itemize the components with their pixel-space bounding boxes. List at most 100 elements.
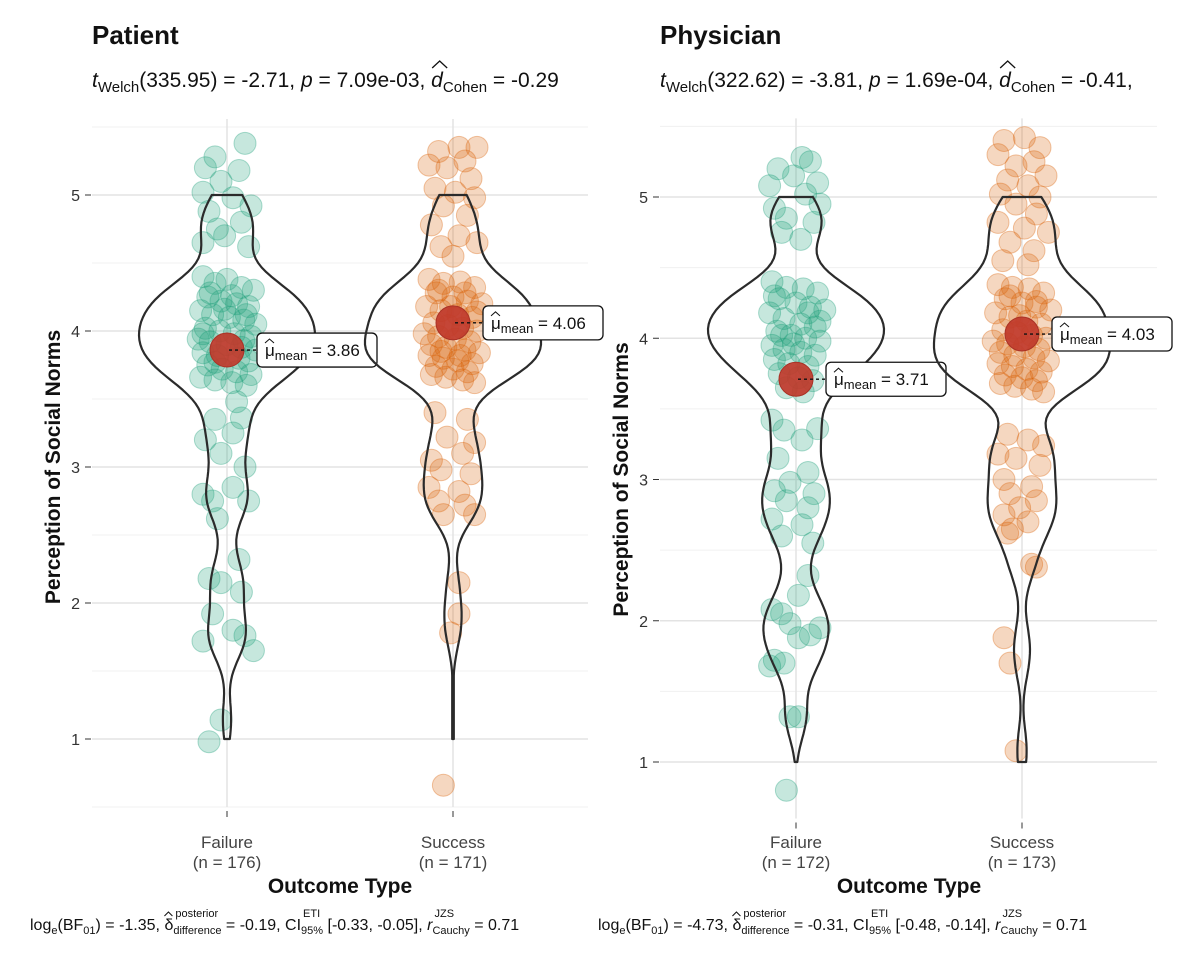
bayes-caption: loge(BF01) = -4.73, δdifference = -0.31,… xyxy=(598,917,1087,937)
x-tick-n-label: (n = 176) xyxy=(193,853,262,872)
data-point xyxy=(229,580,253,604)
data-point xyxy=(790,513,814,537)
x-category-n: (n = 176) xyxy=(193,853,262,872)
data-point xyxy=(772,418,796,442)
stat-tail: , xyxy=(1127,69,1133,92)
data-point xyxy=(986,273,1010,297)
mean-point xyxy=(209,332,245,368)
data-point xyxy=(992,503,1016,527)
data-point xyxy=(1024,290,1048,314)
data-point xyxy=(803,343,827,367)
data-point xyxy=(986,143,1010,167)
caption-superscript: JZS xyxy=(1002,908,1022,920)
data-point xyxy=(984,301,1008,325)
data-point xyxy=(1016,253,1040,277)
data-point xyxy=(1003,374,1027,398)
data-point xyxy=(988,340,1012,364)
data-point xyxy=(441,357,465,381)
data-point xyxy=(431,346,455,370)
x-category-n: (n = 171) xyxy=(419,853,488,872)
data-point xyxy=(758,301,782,325)
data-point xyxy=(189,299,213,323)
data-point xyxy=(417,267,441,291)
data-point xyxy=(225,292,249,316)
mean-point xyxy=(1004,316,1040,352)
data-point xyxy=(197,567,221,591)
stat-df: 322.62 xyxy=(714,69,778,92)
data-point xyxy=(766,446,790,470)
mean-label: μmean = 4.03 xyxy=(1060,325,1155,347)
data-point xyxy=(453,281,477,305)
data-point xyxy=(758,174,782,198)
data-point xyxy=(765,319,789,343)
data-point xyxy=(770,602,794,626)
violin xyxy=(932,195,1112,764)
data-point xyxy=(988,371,1012,395)
caption-bf: -4.73 xyxy=(687,917,724,934)
data-point xyxy=(774,206,798,230)
data-point xyxy=(419,333,443,357)
data-point xyxy=(1039,298,1063,322)
mean-value: 3.86 xyxy=(327,341,360,360)
data-point xyxy=(996,422,1020,446)
data-point xyxy=(412,322,436,346)
data-point xyxy=(447,479,471,503)
data-point xyxy=(760,270,784,294)
data-point xyxy=(186,327,210,351)
violin xyxy=(137,193,317,741)
data-point xyxy=(808,329,832,353)
data-point xyxy=(808,309,832,333)
data-point xyxy=(447,602,471,626)
data-point xyxy=(237,235,261,259)
data-point xyxy=(1029,360,1053,384)
caption-ci: [-0.48, -0.14] xyxy=(896,917,987,934)
x-axis-title: Outcome Type xyxy=(268,875,412,898)
x-category-n: (n = 173) xyxy=(988,853,1057,872)
data-point xyxy=(448,270,472,294)
data-point xyxy=(802,210,826,234)
data-point xyxy=(1010,366,1034,390)
data-point xyxy=(1024,555,1048,579)
data-point xyxy=(998,284,1022,308)
data-point xyxy=(789,227,813,251)
data-point xyxy=(991,249,1015,273)
y-tick-label: 3 xyxy=(639,473,648,490)
data-point xyxy=(467,341,491,365)
data-point xyxy=(794,182,818,206)
data-point xyxy=(802,482,826,506)
y-tick-label: 2 xyxy=(71,596,80,613)
data-point xyxy=(998,230,1022,254)
data-point xyxy=(463,275,487,299)
data-point xyxy=(784,291,808,315)
data-point xyxy=(762,284,786,308)
x-tick-label: Success xyxy=(990,833,1054,852)
data-point xyxy=(992,129,1016,152)
delta-hat xyxy=(164,911,173,917)
data-point xyxy=(778,470,802,494)
data-point xyxy=(992,626,1016,650)
x-category-name: Success xyxy=(421,833,485,852)
mean-value: 4.03 xyxy=(1122,325,1155,344)
data-point xyxy=(451,368,475,392)
data-point xyxy=(1036,349,1060,373)
data-point xyxy=(191,265,215,289)
violin xyxy=(363,193,543,741)
data-point xyxy=(196,285,220,309)
panel-title-text: Physician xyxy=(660,20,781,50)
stat-t: -3.81 xyxy=(809,69,857,92)
data-point xyxy=(225,390,249,414)
mu-hat xyxy=(264,338,275,344)
data-points xyxy=(981,126,1063,763)
data-point xyxy=(1020,377,1044,401)
data-point xyxy=(1004,192,1028,216)
data-point xyxy=(203,145,227,169)
data-point xyxy=(1016,428,1040,452)
data-point xyxy=(762,347,786,371)
data-point xyxy=(220,371,244,395)
data-point xyxy=(435,425,459,449)
data-point xyxy=(429,339,453,363)
data-point xyxy=(808,616,832,640)
data-point xyxy=(796,496,820,520)
data-point xyxy=(465,231,489,255)
data-point xyxy=(203,271,227,295)
